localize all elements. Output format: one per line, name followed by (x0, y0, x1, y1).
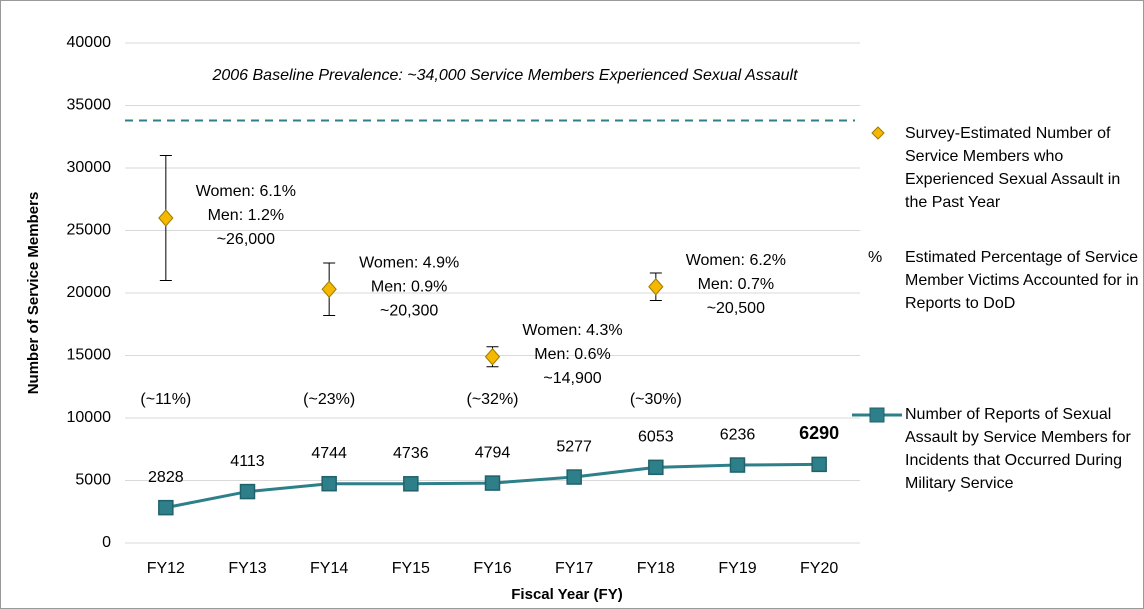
percent-label: (~11%) (140, 391, 191, 408)
legend-symbol: % (868, 249, 883, 266)
x-tick-label: FY20 (800, 560, 838, 577)
value-label: 2828 (148, 469, 184, 486)
point (484, 347, 501, 366)
y-tick-label: 40000 (67, 34, 112, 51)
legend-label: Number of Reports of Sexual Assault by S… (905, 406, 1131, 492)
value-label: 4113 (230, 453, 265, 470)
value-label: 4736 (393, 445, 429, 462)
point (484, 475, 501, 491)
x-tick-label: FY17 (555, 560, 593, 577)
baseline-label: 2006 Baseline Prevalence: ~34,000 Servic… (212, 67, 798, 84)
point (566, 469, 582, 485)
legend-label: Estimated Percentage of Service Member V… (905, 249, 1139, 312)
note: Women: 6.1% (196, 183, 296, 200)
note: Women: 4.3% (522, 322, 622, 339)
x-tick-label: FY19 (718, 560, 756, 577)
y-tick-label: 20000 (67, 284, 112, 301)
legend-marker (871, 126, 885, 140)
legend-label: Survey-Estimated Number of Service Membe… (905, 125, 1121, 211)
value-label: 4744 (311, 445, 347, 462)
x-axis-title: Fiscal Year (FY) (511, 586, 622, 603)
x-tick-label: FY18 (637, 560, 675, 577)
point (239, 483, 256, 500)
point (729, 457, 746, 473)
percent-label: (~23%) (303, 391, 355, 408)
note: Men: 0.7% (698, 276, 774, 293)
point (158, 499, 174, 516)
percent-label: (~30%) (630, 391, 682, 408)
note: Men: 0.6% (534, 346, 610, 363)
value-label: ~14,900 (543, 370, 601, 387)
y-tick-label: 0 (102, 534, 111, 551)
value-label: 6053 (638, 429, 674, 446)
note: Women: 6.2% (686, 252, 786, 269)
x-tick-label: FY13 (228, 560, 266, 577)
x-tick-label: FY12 (147, 560, 185, 577)
value-label: 6236 (720, 426, 756, 443)
y-tick-label: 35000 (67, 97, 112, 114)
y-axis-title: Number of Service Members (25, 192, 42, 395)
x-tick-label: FY15 (392, 560, 430, 577)
value-label: ~26,000 (217, 231, 275, 248)
value-label: 5277 (556, 438, 592, 455)
note: Men: 1.2% (208, 207, 284, 224)
y-tick-label: 10000 (67, 409, 112, 426)
point (321, 280, 337, 299)
y-tick-label: 5000 (75, 472, 111, 489)
point (811, 456, 827, 473)
point (648, 277, 664, 296)
y-tick-label: 30000 (67, 159, 112, 176)
point (321, 475, 337, 492)
x-tick-label: FY14 (310, 560, 348, 577)
point (158, 209, 174, 227)
percent-label: (~32%) (466, 391, 518, 408)
x-tick-label: FY16 (473, 560, 511, 577)
value-label: 6290 (799, 423, 839, 443)
note: Men: 0.9% (371, 278, 447, 295)
note: Women: 4.9% (359, 254, 459, 271)
legend-marker (869, 407, 885, 423)
value-label: ~20,300 (380, 302, 438, 319)
point (648, 459, 664, 476)
point (403, 476, 419, 492)
y-tick-label: 25000 (67, 222, 112, 239)
value-label: ~20,500 (707, 300, 765, 317)
value-label: 4794 (475, 444, 511, 461)
y-tick-label: 15000 (67, 347, 112, 364)
